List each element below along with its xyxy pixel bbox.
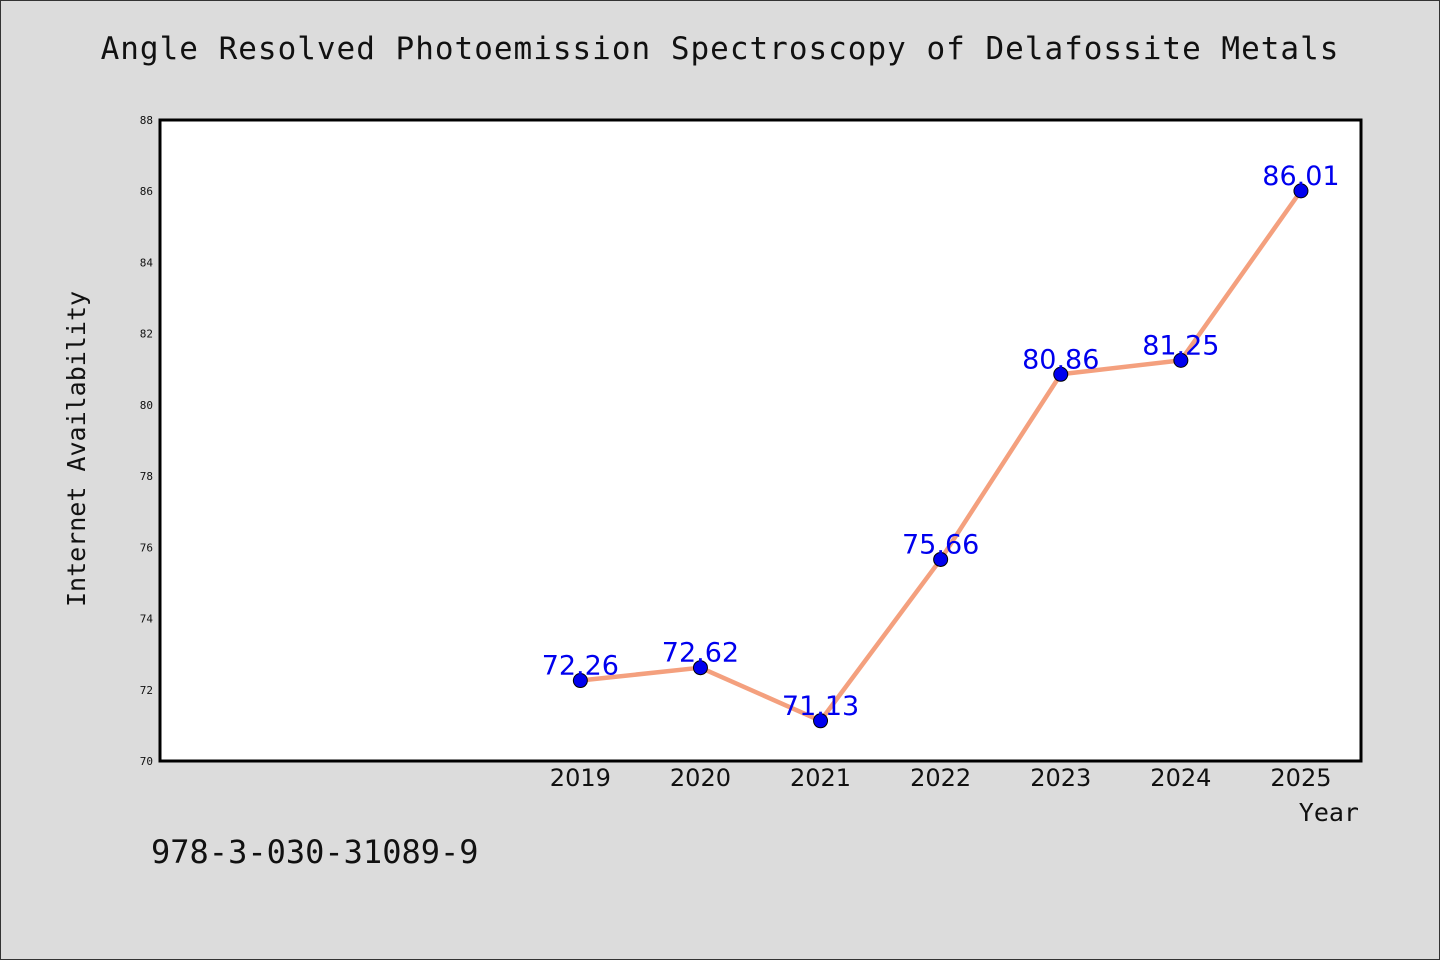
chart-title: Angle Resolved Photoemission Spectroscop…	[100, 31, 1340, 67]
y-tick-label: 86	[140, 185, 153, 198]
data-label: 75.66	[902, 529, 979, 560]
x-tick-label: 2020	[670, 764, 731, 792]
isbn-text: 978-3-030-31089-9	[151, 833, 479, 871]
y-tick-label: 84	[140, 256, 154, 269]
y-tick-label: 70	[140, 755, 153, 768]
series-group	[572, 183, 1309, 729]
x-tick-label: 2022	[910, 764, 971, 792]
y-tick-label: 82	[140, 328, 153, 341]
data-point	[1293, 183, 1309, 199]
x-tick-label: 2023	[1030, 764, 1091, 792]
data-label: 86.01	[1262, 161, 1339, 192]
y-tick-label: 80	[140, 399, 153, 412]
data-point	[572, 673, 588, 689]
data-point	[692, 660, 708, 676]
data-point	[933, 551, 949, 567]
data-label: 80.86	[1022, 344, 1099, 375]
x-tick-label: 2025	[1270, 764, 1331, 792]
data-point	[1173, 352, 1189, 368]
y-axis-label: Internet Availability	[62, 291, 91, 607]
x-tick-label: 2024	[1150, 764, 1211, 792]
data-label: 72.62	[662, 638, 739, 669]
x-tick-label: 2021	[790, 764, 851, 792]
y-tick-label: 74	[140, 613, 154, 626]
data-labels: 72.26 72.62 71.13 75.66 80.86 81.25 86.01	[542, 161, 1340, 722]
plot-area	[158, 118, 1363, 763]
y-tick-label: 72	[140, 684, 153, 697]
data-label: 72.26	[542, 651, 619, 682]
data-point	[1053, 366, 1069, 382]
x-axis-label: Year	[1299, 798, 1359, 827]
data-label: 71.13	[782, 691, 859, 722]
data-label: 81.25	[1142, 330, 1219, 361]
y-tick-label: 76	[140, 541, 153, 554]
x-axis: 2019 2020 2021 2022 2023 2024 2025	[219, 753, 1331, 792]
y-tick-label: 78	[140, 470, 153, 483]
y-tick-label: 88	[140, 114, 153, 127]
x-tick-label: 2019	[550, 764, 611, 792]
data-point	[813, 713, 829, 729]
